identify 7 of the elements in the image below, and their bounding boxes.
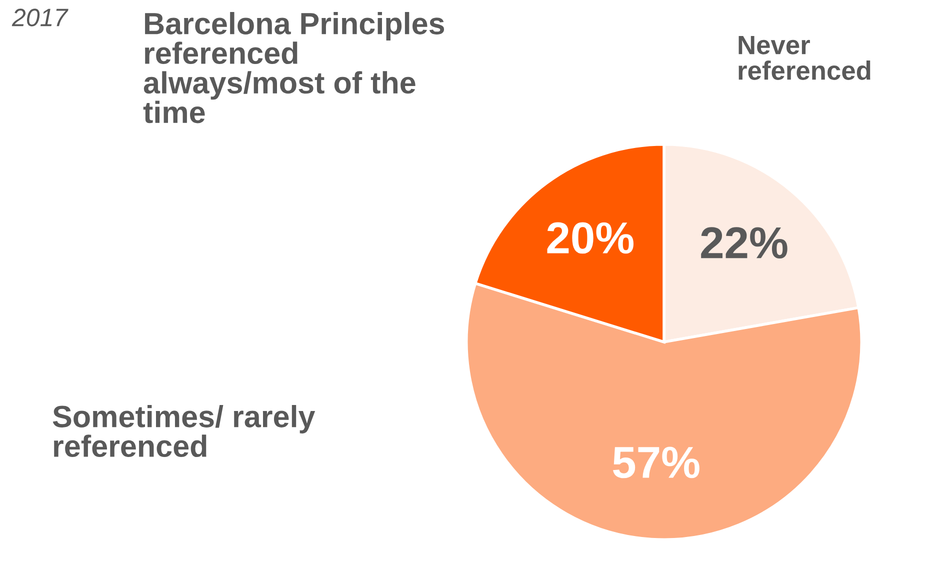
data-label: 22%: [701, 227, 788, 258]
slice-label: Sometimes/ rarely referenced: [52, 405, 316, 458]
data-label: 57%: [612, 446, 700, 478]
slice-label: Barcelona Principles referenced always/most of the time: [143, 12, 444, 124]
data-label: 20%: [547, 222, 634, 254]
chart-title: 2017: [12, 8, 68, 26]
slice-label: Never referenced: [738, 36, 870, 80]
